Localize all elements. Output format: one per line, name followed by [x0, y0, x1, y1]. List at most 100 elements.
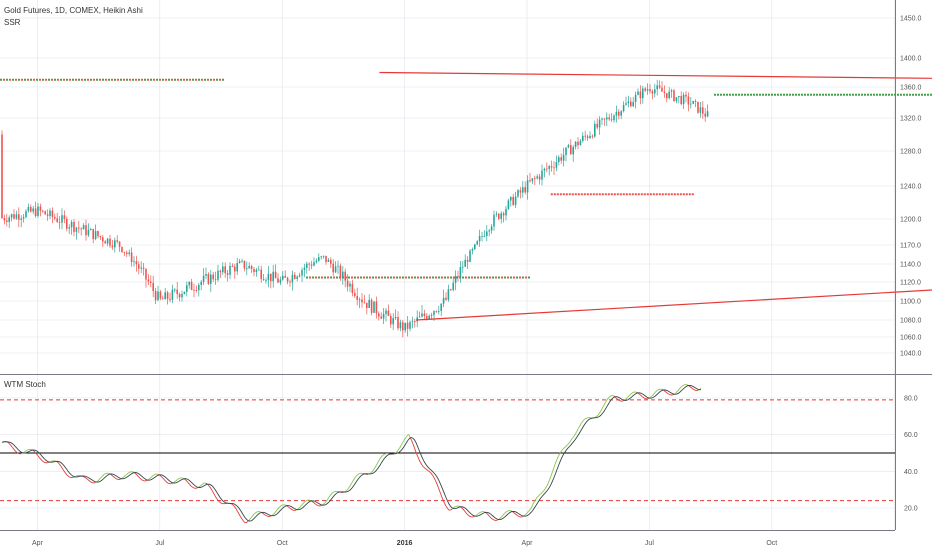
candle-body — [54, 216, 56, 219]
candle-body — [430, 315, 433, 316]
level-dot — [592, 193, 595, 196]
candle-body — [694, 100, 697, 102]
candle-body — [135, 261, 138, 265]
stoch-fast-segment — [561, 448, 564, 452]
stoch-fast-segment — [202, 482, 205, 485]
stoch-fast-segment — [408, 434, 411, 438]
candle-body — [61, 215, 63, 223]
candle-body — [337, 265, 339, 267]
stoch-fast-segment — [565, 444, 568, 447]
level-dot — [156, 78, 158, 81]
level-dot — [336, 276, 338, 279]
candle-body — [366, 302, 368, 308]
level-dot — [822, 93, 824, 96]
level-dot — [312, 276, 314, 279]
stoch-fast-segment — [526, 511, 529, 514]
level-dot — [435, 276, 437, 279]
candle-body — [22, 217, 25, 219]
candle-body — [615, 111, 618, 116]
stoch-fast-segment — [297, 507, 300, 510]
stoch-fast-segment — [678, 387, 681, 391]
candle-body — [493, 214, 495, 227]
stoch-fast-segment — [87, 478, 90, 481]
candle-body — [663, 91, 666, 94]
level-dot — [363, 276, 365, 279]
level-dot — [912, 93, 914, 96]
stoch-fast-segment — [423, 466, 426, 469]
candle-body — [447, 289, 450, 300]
level-dot — [556, 193, 559, 196]
level-dot — [399, 276, 401, 279]
stoch-fast-segment — [499, 516, 502, 519]
candle-body — [373, 301, 375, 313]
level-dot — [598, 193, 601, 196]
stoch-fast-segment — [291, 508, 294, 511]
stoch-fast-segment — [487, 514, 490, 517]
stoch-fast-segment — [121, 476, 124, 479]
stoch-fast-segment — [550, 471, 553, 477]
stoch-fast-segment — [421, 464, 424, 468]
level-dot — [357, 276, 359, 279]
level-dot — [162, 78, 164, 81]
candle-body — [423, 313, 426, 317]
candle-body — [15, 214, 18, 219]
candle-body — [548, 166, 550, 169]
candle-body — [212, 274, 214, 280]
stoch-fast-segment — [600, 408, 603, 412]
candle-body — [414, 321, 416, 323]
stoch-fast-segment — [148, 477, 151, 480]
stoch-fast-segment — [654, 391, 657, 394]
level-dot — [577, 193, 580, 196]
stoch-tick-label: 60.0 — [904, 432, 918, 439]
candle-body — [114, 240, 116, 248]
stoch-fast-segment — [435, 480, 438, 485]
stoch-fast-segment — [475, 513, 478, 516]
stoch-fast-segment — [504, 511, 507, 514]
level-dot — [114, 78, 116, 81]
stoch-fast-segment — [691, 387, 694, 390]
candle-body — [20, 218, 22, 220]
time-tick-label: Jul — [645, 540, 654, 547]
level-dot — [622, 193, 625, 196]
level-dot — [876, 93, 878, 96]
candle-body — [121, 246, 123, 252]
stoch-fast-segment — [637, 392, 640, 395]
level-dot — [72, 78, 74, 81]
level-dot — [432, 276, 434, 279]
level-dot — [483, 276, 485, 279]
candle-body — [459, 267, 462, 277]
stoch-fast-segment — [243, 520, 246, 523]
candle-body — [318, 257, 320, 261]
stoch-fast-segment — [75, 475, 78, 477]
stoch-fast-segment — [378, 458, 381, 462]
candle-body — [356, 295, 358, 300]
candle-body — [462, 266, 464, 268]
stoch-fast-segment — [201, 483, 204, 486]
stoch-fast-segment — [27, 449, 30, 451]
stoch-fast-segment — [162, 477, 165, 480]
level-dot — [789, 93, 791, 96]
candle-body — [339, 265, 342, 278]
time-tick-label: Apr — [522, 540, 534, 547]
level-dot — [324, 276, 326, 279]
stoch-fast-segment — [610, 394, 613, 397]
stochastic-pane — [0, 384, 895, 524]
stoch-fast-segment — [178, 477, 181, 480]
level-dot — [384, 276, 386, 279]
candle-body — [70, 221, 73, 228]
level-dot — [204, 78, 206, 81]
candle-body — [111, 245, 114, 248]
candle-body — [39, 206, 42, 211]
stoch-fast-segment — [190, 485, 193, 488]
stoch-fast-segment — [535, 496, 538, 500]
level-dot — [676, 193, 679, 196]
stoch-fast-segment — [543, 488, 546, 492]
candle-body — [226, 273, 229, 275]
level-dot — [99, 78, 101, 81]
candle-body — [152, 282, 154, 291]
level-dot — [372, 276, 374, 279]
stoch-fast-segment — [111, 474, 114, 477]
level-dot — [471, 276, 473, 279]
stoch-fast-segment — [103, 473, 106, 475]
